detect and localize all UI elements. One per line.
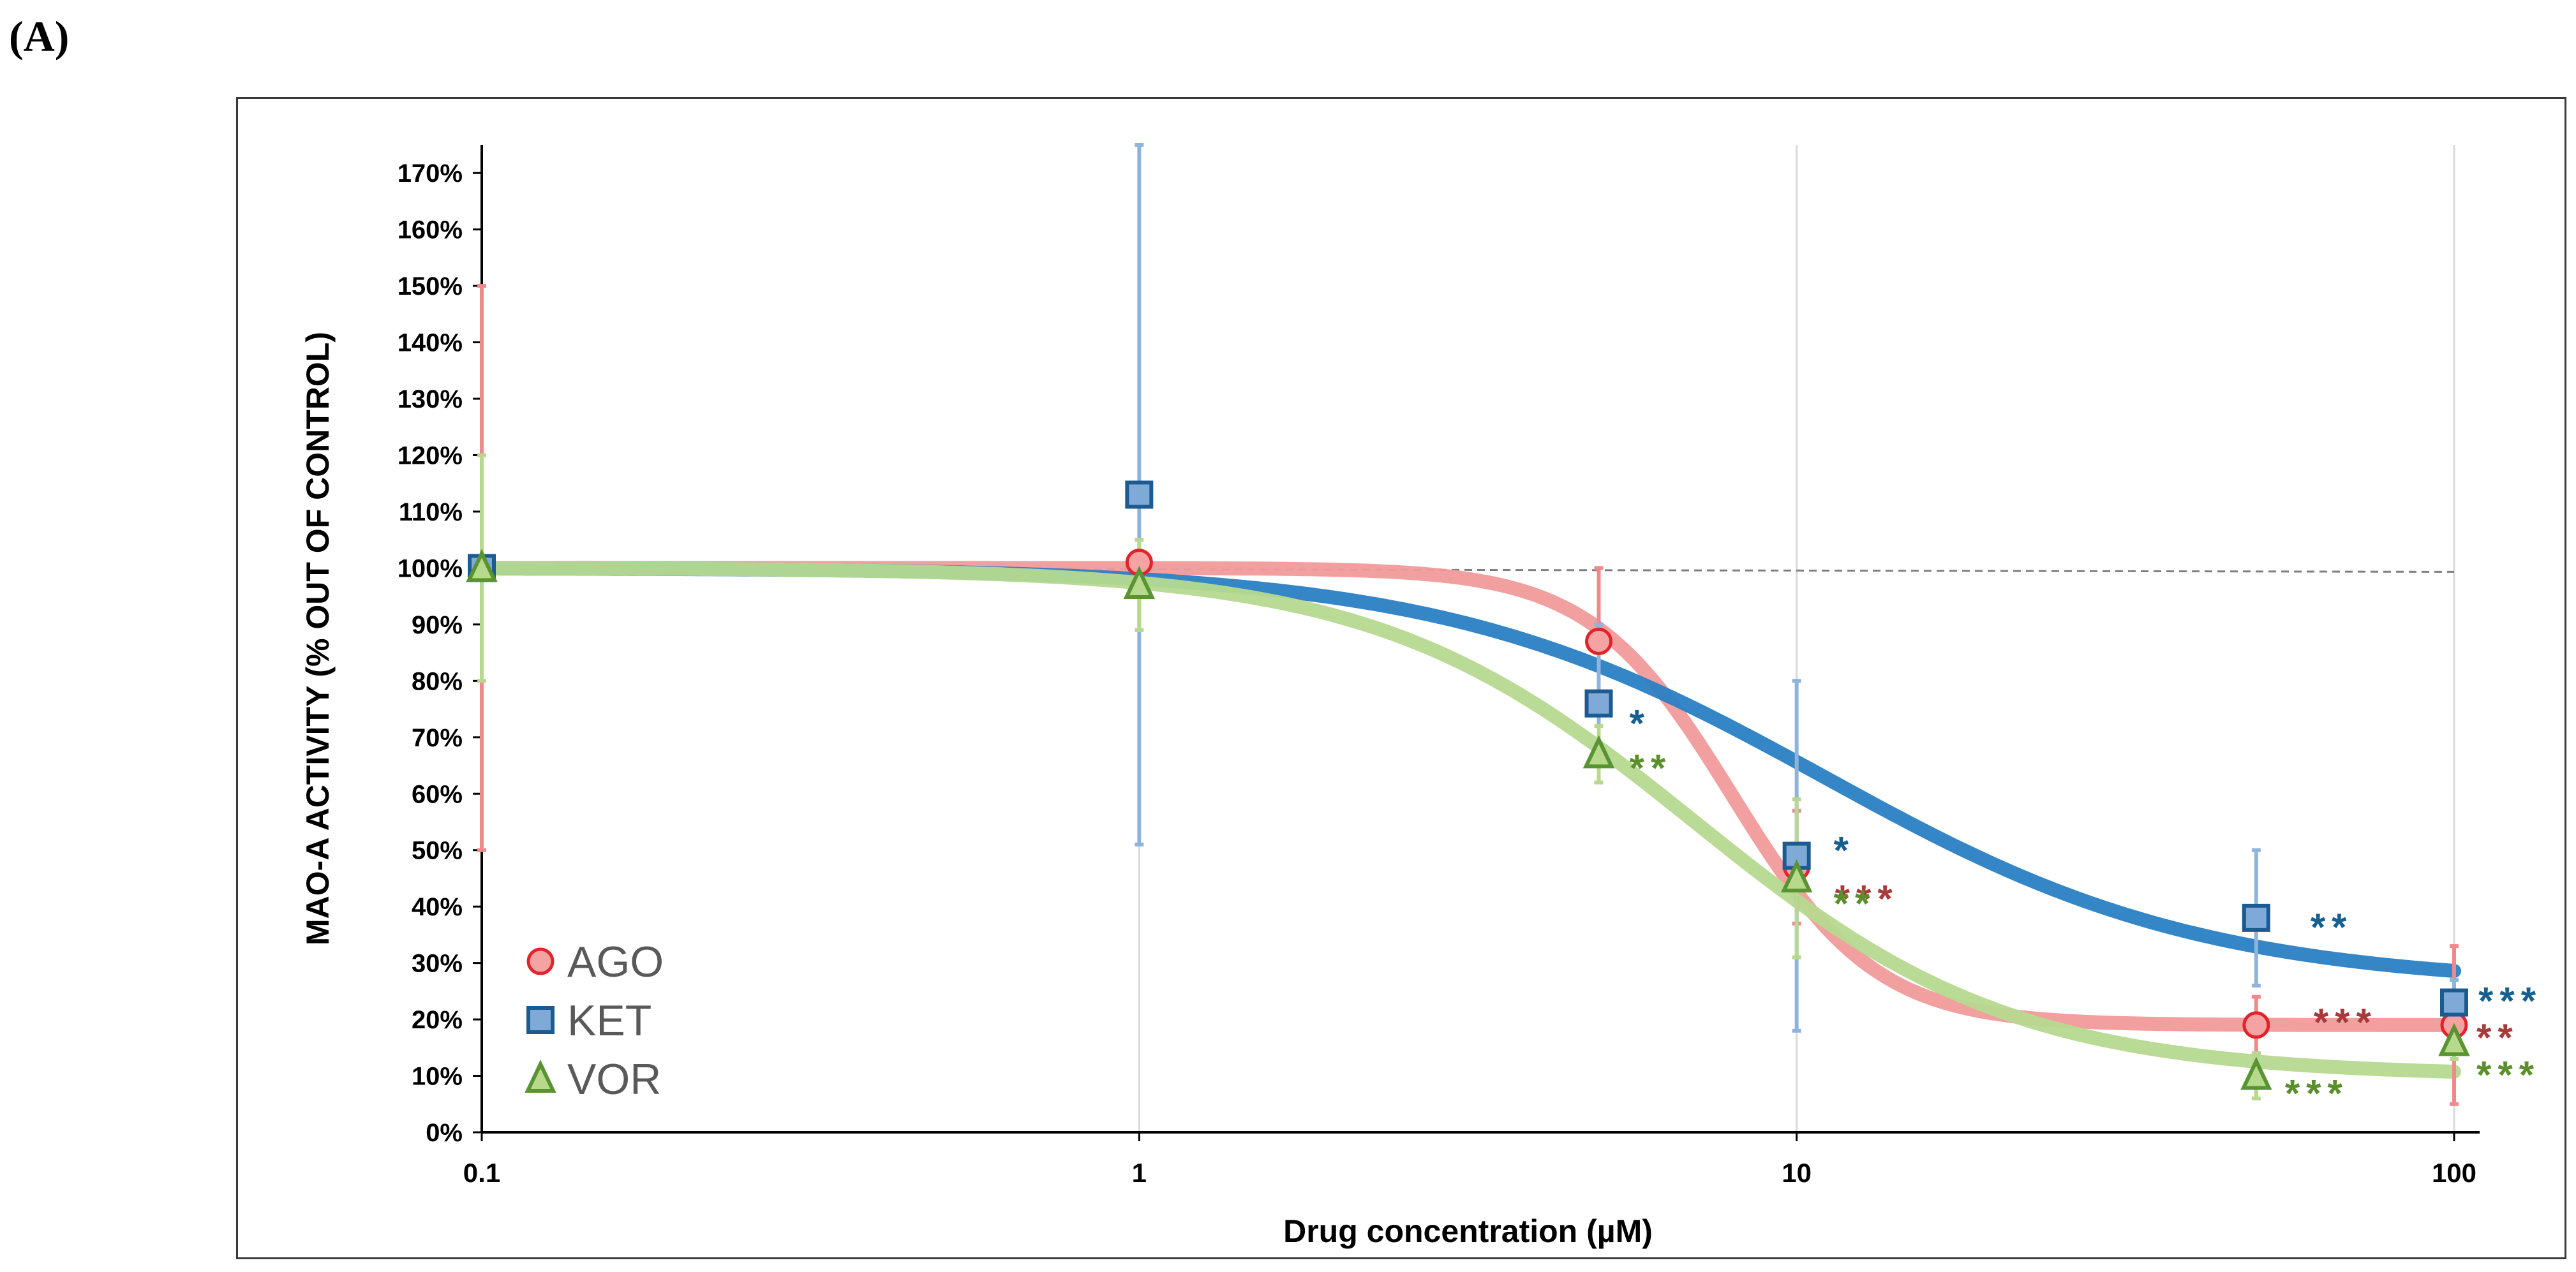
marker-ago: [2242, 1011, 2270, 1039]
y-tick-label: 0%: [426, 1119, 463, 1147]
legend-marker-ago: [526, 947, 555, 975]
tick-labels-layer: 0% 10% 20% 30% 40% 50% 60% 70% 80% 90% 100% 110% 120…: [398, 159, 2476, 1188]
marker-ket: [2440, 988, 2468, 1017]
y-tick-label: 150%: [398, 272, 463, 300]
significance-ket: **: [2311, 906, 2353, 949]
fit-curve-vor: [475, 561, 2461, 1079]
y-tick-label: 30%: [412, 950, 463, 978]
significance-vor: **: [1630, 746, 1672, 789]
y-tick-label: 130%: [398, 385, 463, 413]
chart-frame: *** *** ** * * ** *** ** ** *** *** 0% 10% 20% 30% 40%…: [236, 97, 2566, 1259]
y-tick-label: 50%: [412, 837, 463, 865]
y-tick-label: 20%: [412, 1006, 463, 1034]
y-tick-label: 60%: [412, 780, 463, 808]
significance-layer: ****** **************** ***: [1630, 702, 2542, 1115]
fit-curve-ket: [475, 561, 2461, 978]
legend-label-ago: AGO: [567, 938, 664, 986]
y-axis-title: MAO-A ACTIVITY (% OUT OF CONTROL): [300, 332, 336, 945]
markers-layer: [466, 480, 2470, 1090]
y-tick-label: 40%: [412, 893, 463, 921]
marker-vor: [466, 549, 498, 582]
marker-vor: [2240, 1056, 2272, 1090]
y-tick-label: 140%: [398, 329, 463, 357]
significance-ket: ***: [2478, 980, 2542, 1023]
marker-vor: [1780, 859, 1813, 892]
x-tick-label: 100: [2432, 1158, 2476, 1188]
reference-line-100: [481, 566, 2455, 573]
panel-label: (A): [9, 12, 70, 61]
y-tick-label: 80%: [412, 667, 463, 695]
x-tick-label: 1: [1132, 1158, 1147, 1188]
y-tick-label: 10%: [412, 1063, 463, 1091]
marker-vor: [1123, 565, 1156, 599]
marker-ket: [1584, 689, 1613, 718]
y-tick-label: 170%: [398, 159, 463, 188]
significance-ago: **: [2476, 1016, 2519, 1059]
y-tick-label: 160%: [398, 216, 463, 244]
axis-layer: [473, 145, 2480, 1141]
significance-ago: ***: [2314, 1001, 2378, 1044]
significance-vor: ***: [2285, 1072, 2349, 1115]
fit-curves-layer: [475, 561, 2461, 1079]
significance-vor: ***: [2476, 1053, 2540, 1096]
significance-vor: **: [1834, 882, 1877, 925]
legend-label-ket: KET: [567, 996, 651, 1045]
significance-ago: ***: [1835, 877, 1899, 920]
legend: AGO KET VOR: [525, 938, 664, 1104]
y-tick-label: 120%: [398, 442, 463, 470]
marker-vor: [2438, 1023, 2470, 1056]
legend-label-vor: VOR: [567, 1055, 661, 1104]
significance-ket: *: [1834, 829, 1855, 872]
marker-ago: [1585, 627, 1613, 655]
fit-curve-ago: [475, 561, 2461, 1032]
y-tick-label: 110%: [399, 498, 463, 526]
legend-marker-vor: [525, 1060, 556, 1093]
x-tick-label: 0.1: [463, 1158, 500, 1188]
marker-ket: [1125, 480, 1154, 509]
y-tick-label: 70%: [412, 724, 463, 752]
x-axis-title: Drug concentration (µM): [1283, 1213, 1653, 1249]
y-tick-label: 90%: [412, 611, 463, 639]
y-tick-label: 100%: [398, 554, 463, 582]
legend-marker-ket: [526, 1006, 555, 1034]
chart-svg: ****** **************** *** 0%10%20%30%40%…: [300, 143, 2542, 1249]
significance-ket: *: [1630, 702, 1651, 745]
marker-vor: [1582, 735, 1615, 769]
marker-ket: [2242, 903, 2270, 932]
x-tick-label: 10: [1782, 1158, 1812, 1188]
